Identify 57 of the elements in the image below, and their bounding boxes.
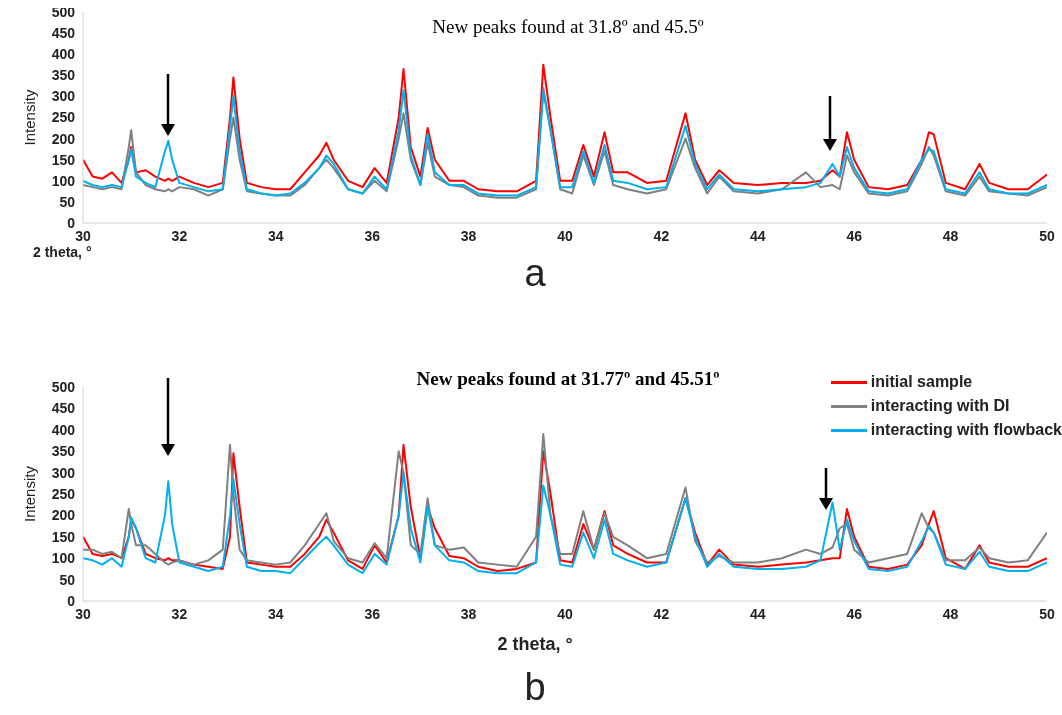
x-tick-label: 40 xyxy=(557,605,573,622)
x-tick-label: 34 xyxy=(268,227,284,244)
y-tick-label: 400 xyxy=(51,46,76,63)
y-tick-label: 100 xyxy=(51,550,76,567)
y-tick-label: 500 xyxy=(51,3,76,20)
y-tick-label: 450 xyxy=(51,400,76,417)
x-tick-label: 44 xyxy=(750,227,766,244)
y-axis-title: Intensity xyxy=(21,89,39,146)
x-tick-label: 36 xyxy=(364,605,381,622)
x-tick-label: 48 xyxy=(942,605,959,622)
line-series xyxy=(83,471,1047,575)
legend-label: initial sample xyxy=(870,372,973,392)
y-tick-label: 400 xyxy=(51,421,76,438)
x-tick-label: 50 xyxy=(1039,605,1055,622)
x-tick-label: 30 xyxy=(75,605,91,622)
y-tick-label: 200 xyxy=(51,507,76,524)
y-tick-label: 0 xyxy=(67,592,76,609)
y-tick-label: 350 xyxy=(51,443,76,460)
y-tick-label: 50 xyxy=(59,193,76,210)
text: a xyxy=(524,252,546,294)
x-tick-label: 42 xyxy=(653,605,670,622)
x-tick-label: 50 xyxy=(1039,227,1055,244)
x-tick-label: 40 xyxy=(557,227,573,244)
y-tick-label: 100 xyxy=(51,172,76,189)
y-tick-label: 450 xyxy=(51,25,76,42)
x-tick-label: 36 xyxy=(364,227,381,244)
x-tick-label: 46 xyxy=(846,227,863,244)
y-tick-label: 300 xyxy=(51,464,76,481)
legend-label: interacting with flowback xyxy=(870,420,1062,440)
text: b xyxy=(523,666,547,709)
x-tick-label: 48 xyxy=(942,227,959,244)
x-axis-title: 2 theta, ° xyxy=(496,634,574,655)
x-tick-label: 38 xyxy=(460,605,477,622)
x-tick-label: 30 xyxy=(75,227,91,244)
chart-title: New peaks found at 31.8º and 45.5º xyxy=(431,16,705,38)
y-tick-label: 200 xyxy=(51,130,76,147)
x-tick-label: 42 xyxy=(653,227,670,244)
y-tick-label: 300 xyxy=(51,88,76,105)
y-axis-title: Intensity xyxy=(21,465,39,522)
y-tick-label: 150 xyxy=(51,151,76,168)
chart-title: New peaks found at 31.77º and 45.51º xyxy=(415,368,721,390)
y-tick-label: 250 xyxy=(51,485,76,502)
x-tick-label: 34 xyxy=(268,605,284,622)
x-tick-label: 38 xyxy=(460,227,477,244)
x-tick-label: 46 xyxy=(846,605,863,622)
y-tick-label: 150 xyxy=(51,528,76,545)
y-tick-label: 50 xyxy=(59,571,76,588)
legend-label: interacting with DI xyxy=(870,396,1010,416)
y-tick-label: 0 xyxy=(67,214,76,231)
x-tick-label: 32 xyxy=(171,227,188,244)
x-tick-label: 32 xyxy=(171,605,188,622)
line-series xyxy=(83,63,1047,193)
x-axis-title: 2 theta, ° xyxy=(33,244,92,260)
y-tick-label: 350 xyxy=(51,67,76,84)
y-tick-label: 500 xyxy=(51,378,76,395)
y-tick-label: 250 xyxy=(51,109,76,126)
x-tick-label: 44 xyxy=(750,605,766,622)
